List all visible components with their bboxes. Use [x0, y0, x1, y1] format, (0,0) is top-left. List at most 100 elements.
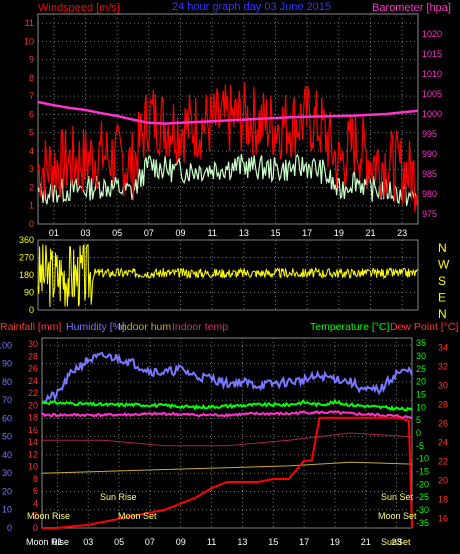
- top-x-tick: 15: [270, 228, 280, 238]
- wind-y-tick: 2: [29, 182, 34, 192]
- rain-y-tick: 12: [28, 449, 38, 459]
- rain-y-tick: 30: [28, 339, 38, 349]
- wind-y-axis: 0 1 2 3 4 5 6 7 8 9 10 11: [24, 18, 34, 229]
- moon-set-annotation: Moon Set: [118, 511, 157, 521]
- top-x-tick: 13: [239, 228, 249, 238]
- bottom-x-tick: 21: [361, 537, 371, 547]
- rain-y-tick: 28: [28, 351, 38, 361]
- baro-y-tick: 1020: [422, 29, 442, 39]
- baro-y-tick: 980: [422, 189, 437, 199]
- temp-y-tick: 35: [416, 338, 426, 348]
- bottom-x-tick: 11: [207, 537, 216, 547]
- temp-y-tick: 5: [416, 415, 421, 425]
- dir-y-tick: 360: [19, 235, 34, 245]
- dir-y-tick: 90: [24, 288, 34, 298]
- top-x-tick: 03: [80, 228, 90, 238]
- wind-y-tick: 10: [24, 36, 34, 46]
- dir-y-axis: 0 90 180 270 360: [19, 235, 34, 315]
- baro-y-axis: 975 980 985 990 995 1000 1005 1010 1015 1020: [422, 29, 442, 219]
- top-x-tick: 21: [365, 228, 375, 238]
- rain-y-tick: 24: [28, 376, 38, 386]
- indoor-temp-y-tick: 28: [438, 400, 448, 410]
- rain-y-tick: 2: [33, 511, 38, 521]
- rain-y-tick: 16: [28, 425, 38, 435]
- temp-y-tick: 30: [416, 351, 426, 361]
- temp-y-tick: -15: [416, 467, 429, 477]
- humidity-y-tick: 50: [2, 432, 12, 442]
- temperature-series: [41, 398, 413, 412]
- bottom-x-tick: 15: [268, 537, 278, 547]
- windspeed-axis-label: Windspeed [m/s]: [38, 2, 120, 14]
- gust-series: [37, 153, 419, 207]
- baro-y-tick: 995: [422, 129, 437, 139]
- indoor-temp-y-tick: 34: [438, 343, 448, 353]
- indoor-temp-label: Indoor temp: [172, 321, 228, 333]
- indoor-temp-y-tick: 18: [438, 495, 448, 505]
- temp-y-tick: -10: [416, 454, 429, 464]
- humidity-y-tick: 10: [2, 505, 12, 515]
- wind-y-tick: 6: [29, 109, 34, 119]
- bottom-x-axis: 01 03 05 07 09 11 13 15 17 19 21 23: [52, 537, 401, 547]
- humidity-y-axis: 0 10 20 30 40 50 60 70 80 90 100: [0, 340, 12, 533]
- wind-y-tick: 8: [29, 73, 34, 83]
- indoor-temp-y-tick: 20: [438, 476, 448, 486]
- humidity-y-tick: 60: [2, 413, 12, 423]
- top-x-tick: 11: [207, 228, 216, 238]
- wind-y-tick: 4: [29, 146, 34, 156]
- wind-y-tick: 0: [29, 219, 34, 229]
- temp-y-tick: 10: [416, 402, 426, 412]
- indoor-temp-y-tick: 26: [438, 419, 448, 429]
- wind-y-tick: 5: [29, 128, 34, 138]
- bottom-x-tick: 09: [176, 537, 186, 547]
- bottom-x-tick: 03: [83, 537, 93, 547]
- compass-label: N: [438, 307, 447, 321]
- compass-label: E: [438, 291, 446, 305]
- barometer-series: [37, 100, 419, 125]
- bottom-x-tick: 05: [114, 537, 124, 547]
- rain-y-tick: 4: [33, 498, 38, 508]
- windspeed-series: [37, 82, 419, 213]
- graph-title: 24 hour graph day 03 June 2015: [172, 1, 331, 13]
- rain-y-tick: 6: [33, 486, 38, 496]
- indoor-hum-series: [41, 461, 413, 474]
- indoor-temp-y-tick: 22: [438, 457, 448, 467]
- top-x-axis: 01 03 05 07 09 11 13 15 17 19 21 23: [49, 228, 407, 238]
- top-x-tick: 05: [112, 228, 122, 238]
- top-x-tick: 09: [175, 228, 185, 238]
- sun-rise-annotation: Sun Rise: [100, 492, 137, 502]
- compass-label: N: [438, 241, 447, 255]
- dir-y-tick: 0: [29, 305, 34, 315]
- indoor-hum-label: Indoor hum: [118, 321, 171, 333]
- humidity-y-tick: 30: [2, 468, 12, 478]
- bottom-x-tick: 17: [299, 537, 309, 547]
- temp-y-tick: 20: [416, 377, 426, 387]
- rain-y-tick: 18: [28, 413, 38, 423]
- top-x-tick: 17: [302, 228, 312, 238]
- indoor-temp-series: [42, 432, 413, 447]
- moon-rise-left: Moon Rise: [27, 511, 70, 521]
- top-x-tick: 23: [397, 228, 407, 238]
- bottom-x-tick: 23: [392, 537, 402, 547]
- rainfall-label: Rainfall [mm]: [0, 321, 61, 333]
- temp-y-tick: -30: [416, 505, 429, 515]
- rain-y-tick: 14: [28, 437, 38, 447]
- baro-y-tick: 1010: [422, 69, 442, 79]
- baro-y-tick: 1015: [422, 49, 442, 59]
- top-x-tick: 01: [49, 228, 59, 238]
- temp-y-tick: 0: [416, 428, 421, 438]
- indoor-temp-y-tick: 24: [438, 438, 448, 448]
- baro-y-tick: 1000: [422, 109, 442, 119]
- sun-set-bottom: SunSet: [381, 537, 411, 547]
- bottom-x-tick: 13: [237, 537, 247, 547]
- dir-y-tick: 270: [19, 253, 34, 263]
- moon-rise-bottom: Moon Rise: [26, 537, 69, 547]
- temp-y-tick: -35: [416, 518, 429, 528]
- moon-set-right: Moon Set: [378, 511, 417, 521]
- rain-y-tick: 8: [33, 474, 38, 484]
- rain-y-tick: 0: [33, 523, 38, 533]
- bottom-x-tick: 07: [145, 537, 155, 547]
- humidity-y-tick: 0: [7, 523, 12, 533]
- temperature-label: Temperature [°C]: [310, 321, 390, 333]
- dew-point-label: Dew Point [°C]: [390, 321, 458, 333]
